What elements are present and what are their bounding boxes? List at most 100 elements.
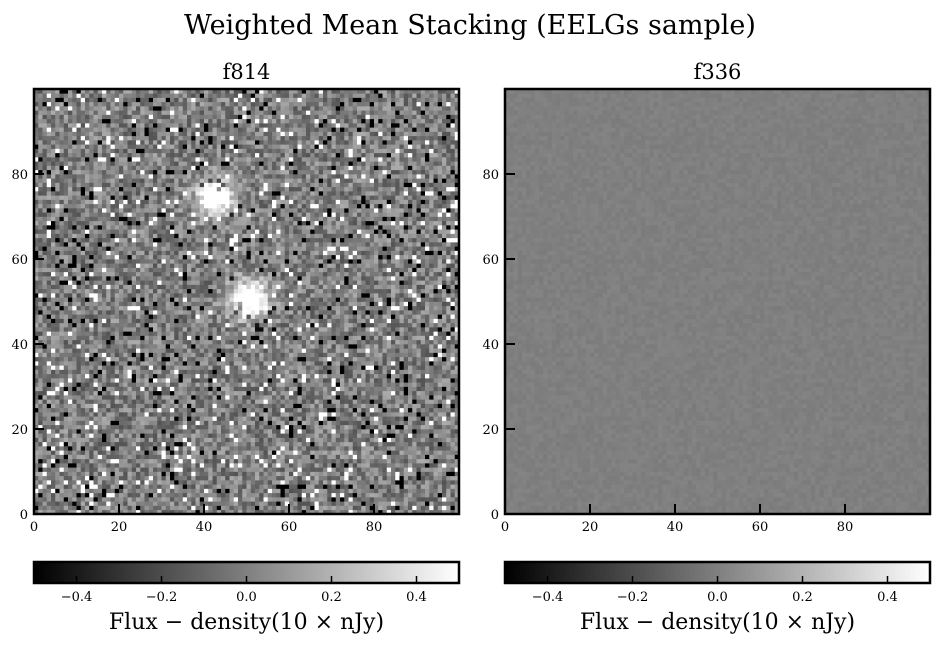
heatmap-cell [306, 306, 311, 311]
heatmap-cell [417, 480, 422, 485]
heatmap-cell [51, 314, 56, 319]
heatmap-cell [51, 331, 56, 336]
heatmap-cell [183, 459, 188, 464]
heatmap-cell [60, 442, 65, 447]
heatmap-cell [306, 395, 311, 400]
heatmap-cell [149, 340, 154, 345]
heatmap-cell [319, 395, 324, 400]
heatmap-cell [323, 467, 328, 472]
heatmap-cell [111, 395, 116, 400]
heatmap-cell [200, 348, 205, 353]
heatmap-cell [247, 344, 252, 349]
heatmap-cell [38, 501, 43, 506]
heatmap-cell [425, 421, 430, 426]
heatmap-cell [412, 412, 417, 417]
heatmap-cell [85, 442, 90, 447]
heatmap-cell [149, 416, 154, 421]
heatmap-cell [408, 361, 413, 366]
heatmap-cell [417, 404, 422, 409]
heatmap-cell [395, 450, 400, 455]
heatmap-cell [327, 421, 332, 426]
heatmap-cell [404, 472, 409, 477]
heatmap-cell [442, 438, 447, 443]
heatmap-cell [221, 331, 226, 336]
heatmap-cell [85, 399, 90, 404]
heatmap-cell [353, 463, 358, 468]
heatmap-cell [383, 323, 388, 328]
heatmap-cell [145, 391, 150, 396]
heatmap-cell [132, 302, 137, 307]
heatmap-cell [434, 319, 439, 324]
heatmap-cell [81, 484, 86, 489]
heatmap-cell [77, 336, 82, 341]
heatmap-cell [391, 378, 396, 383]
heatmap-cell [47, 489, 52, 494]
heatmap-cell [77, 416, 82, 421]
heatmap-cell [281, 323, 286, 328]
heatmap-cell [128, 446, 133, 451]
heatmap-cell [421, 370, 426, 375]
heatmap-cell [327, 344, 332, 349]
heatmap-cell [310, 399, 315, 404]
heatmap-cell [183, 319, 188, 324]
heatmap-cell [404, 421, 409, 426]
heatmap-cell [123, 395, 128, 400]
heatmap-cell [391, 446, 396, 451]
heatmap-cell [264, 472, 269, 477]
heatmap-cell [204, 382, 209, 387]
heatmap-cell [68, 395, 73, 400]
heatmap-cell [259, 395, 264, 400]
heatmap-cell [119, 476, 124, 481]
heatmap-cell [128, 344, 133, 349]
heatmap-cell [251, 370, 256, 375]
heatmap-cell [47, 455, 52, 460]
heatmap-cell [298, 353, 303, 358]
heatmap-cell [417, 408, 422, 413]
heatmap-cell [323, 472, 328, 477]
heatmap-cell [157, 429, 162, 434]
heatmap-cell [170, 433, 175, 438]
heatmap-cell [425, 493, 430, 498]
heatmap-cell [140, 476, 145, 481]
heatmap-cell [102, 416, 107, 421]
heatmap-cell [106, 306, 111, 311]
heatmap-cell [102, 467, 107, 472]
heatmap-cell [183, 331, 188, 336]
heatmap-cell [353, 365, 358, 370]
heatmap-cell [72, 446, 77, 451]
heatmap-cell [353, 399, 358, 404]
heatmap-cell [298, 446, 303, 451]
heatmap-cell [438, 425, 443, 430]
heatmap-cell [187, 327, 192, 332]
heatmap-cell [434, 425, 439, 430]
heatmap-cell [310, 489, 315, 494]
heatmap-cell [115, 378, 120, 383]
heatmap-cell [153, 387, 158, 392]
heatmap-cell [438, 387, 443, 392]
heatmap-cell [196, 361, 201, 366]
heatmap-cell [268, 319, 273, 324]
heatmap-cell [408, 408, 413, 413]
heatmap-cell [145, 314, 150, 319]
heatmap-cell [349, 374, 354, 379]
heatmap-cell [55, 382, 60, 387]
heatmap-cell [187, 395, 192, 400]
heatmap-cell [119, 399, 124, 404]
heatmap-cell [187, 467, 192, 472]
heatmap-cell [451, 408, 456, 413]
heatmap-cell [94, 472, 99, 477]
heatmap-cell [115, 387, 120, 392]
heatmap-cell [251, 374, 256, 379]
heatmap-cell [94, 425, 99, 430]
heatmap-cell [400, 446, 405, 451]
heatmap-cell [353, 501, 358, 506]
heatmap-cell [204, 404, 209, 409]
heatmap-cell [336, 476, 341, 481]
heatmap-cell [43, 361, 48, 366]
heatmap-cell [221, 459, 226, 464]
heatmap-cell [132, 404, 137, 409]
heatmap-cell [68, 480, 73, 485]
heatmap-cell [225, 323, 230, 328]
heatmap-cell [353, 404, 358, 409]
heatmap-cell [174, 450, 179, 455]
